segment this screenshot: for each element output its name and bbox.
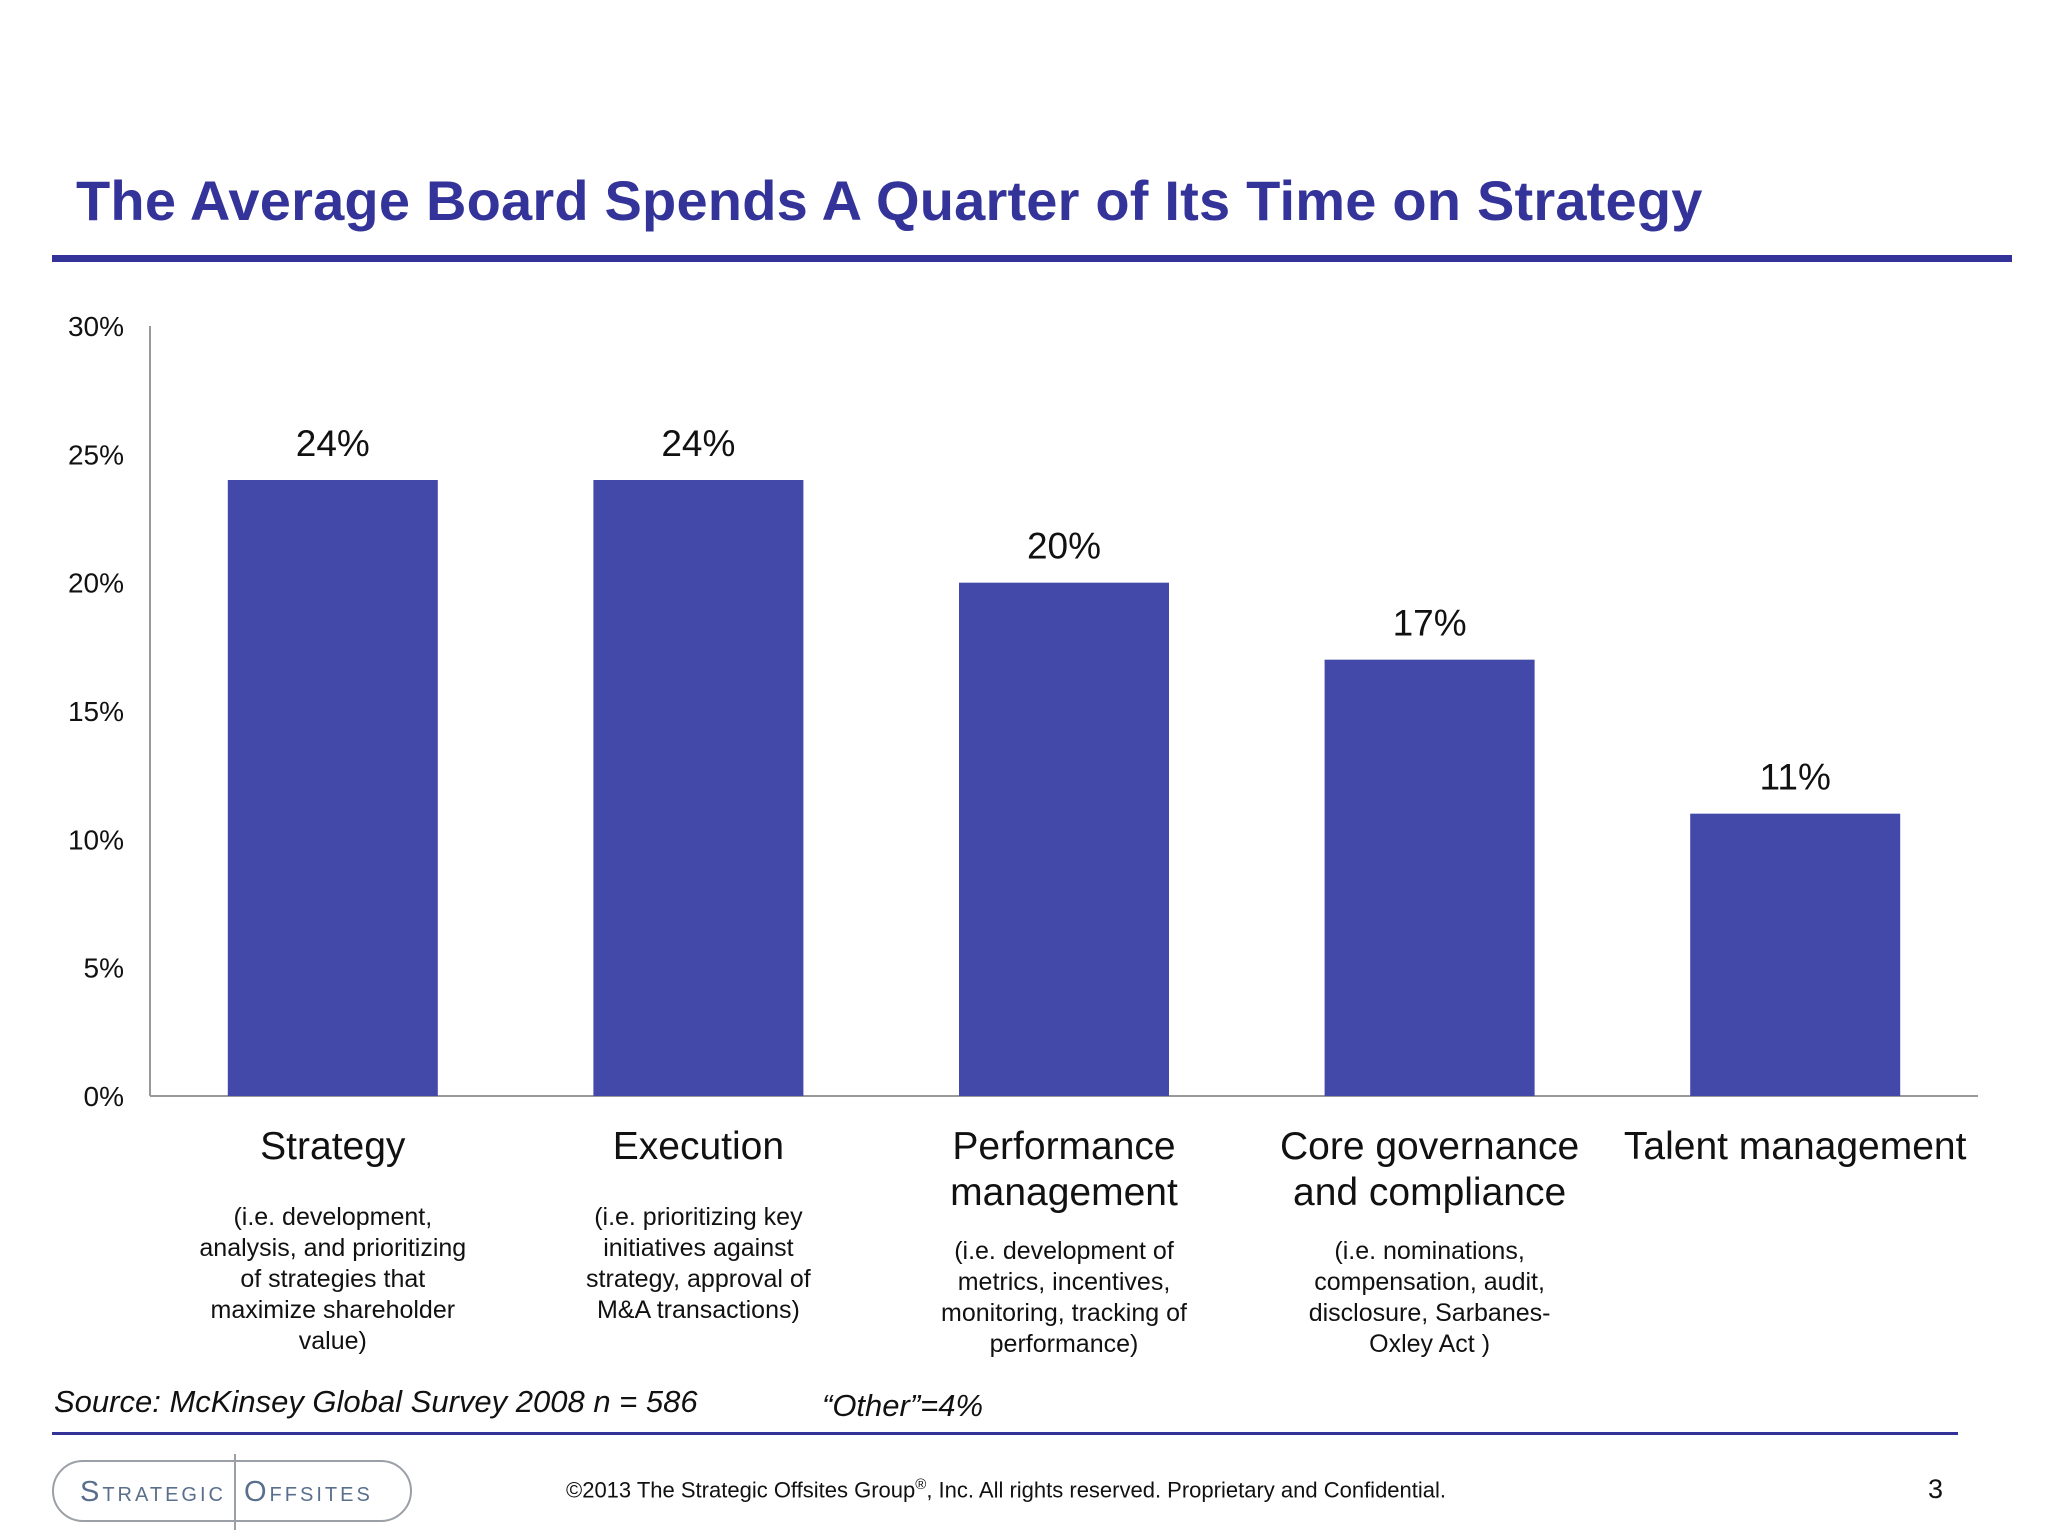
x-category-label-line: Talent management [1623, 1125, 1967, 1168]
other-note: “Other”=4% [822, 1388, 984, 1423]
category-description: (i.e. development, analysis, and prioriti… [153, 1202, 513, 1357]
category-description-line: Oxley Act ) [1369, 1330, 1491, 1358]
copyright-notice: ©2013 The Strategic Offsites Group®, Inc… [566, 1476, 1446, 1503]
category-description-line: of strategies that [240, 1265, 426, 1293]
copyright-text: ©2013 The Strategic Offsites Group [566, 1477, 916, 1503]
registered-mark: ® [915, 1476, 927, 1493]
category-description-line: (i.e. development, [233, 1203, 433, 1231]
title-divider [52, 255, 2012, 262]
bar [1690, 813, 1901, 1096]
x-category-label: Strategy [153, 1124, 513, 1170]
category-description-line: compensation, audit, [1314, 1268, 1545, 1296]
y-tick-label: 0% [84, 1081, 124, 1112]
y-tick-label: 15% [68, 696, 124, 727]
y-tick-label: 25% [68, 439, 124, 470]
y-tick-label: 5% [84, 953, 124, 984]
category-description-line: M&A transactions) [596, 1296, 800, 1324]
category-description-line: maximize shareholder [210, 1296, 456, 1324]
category-description-line: initiatives against [603, 1234, 794, 1262]
y-tick-label: 30% [68, 311, 124, 342]
logo-text-left: Strategic [80, 1476, 226, 1508]
strategic-offsites-logo: Strategic Offsites [52, 1454, 412, 1530]
category-description-line: (i.e. prioritizing key [594, 1203, 803, 1231]
category-description-line: (i.e. development of [954, 1237, 1174, 1265]
category-description-line: performance) [989, 1330, 1139, 1358]
page-number: 3 [1928, 1474, 1944, 1504]
x-category-label: Talent management [1615, 1124, 1975, 1170]
category-description-line: metrics, incentives, [957, 1268, 1171, 1296]
category-description: (i.e. prioritizing key initiatives agains… [518, 1202, 878, 1326]
y-tick-label: 10% [68, 824, 124, 855]
category-description: (i.e. development of metrics, incentives,… [884, 1236, 1244, 1360]
y-tick-label: 20% [68, 568, 124, 599]
bar [227, 480, 438, 1096]
source-note: Source: McKinsey Global Survey 2008 n = … [54, 1384, 698, 1419]
copyright-rights: , Inc. All rights reserved. Proprietary … [926, 1477, 1447, 1503]
data-label: 24% [296, 423, 370, 464]
x-category-label-line: management [950, 1171, 1178, 1214]
x-category-label: Execution [518, 1124, 878, 1170]
page-title: The Average Board Spends A Quarter of It… [76, 169, 1703, 232]
category-description-line: disclosure, Sarbanes- [1308, 1299, 1551, 1327]
data-label: 20% [1027, 526, 1101, 567]
logo-text-right: Offsites [244, 1476, 373, 1508]
x-category-label: Core governance and compliance [1250, 1124, 1610, 1216]
category-description-line: strategy, approval of [586, 1265, 811, 1293]
x-category-label-line: Execution [612, 1125, 785, 1168]
category-description-line: monitoring, tracking of [941, 1299, 1187, 1327]
data-label: 24% [661, 423, 735, 464]
category-description-line: value) [298, 1327, 367, 1355]
bar [593, 480, 804, 1096]
category-description: (i.e. nominations, compensation, audit, di… [1250, 1236, 1610, 1360]
x-category-label-line: Strategy [260, 1125, 406, 1168]
bar [1324, 659, 1535, 1096]
x-category-label-line: Core governance [1280, 1125, 1580, 1168]
x-category-label-line: Performance [952, 1125, 1176, 1168]
logo-divider [234, 1454, 236, 1530]
category-description-line: (i.e. nominations, [1334, 1237, 1525, 1265]
x-category-label-line: and compliance [1293, 1171, 1567, 1214]
category-description-line: analysis, and prioritizing [199, 1234, 467, 1262]
footer-divider [52, 1432, 1958, 1435]
bar [959, 582, 1169, 1096]
x-category-label: Performance management [884, 1124, 1244, 1216]
data-label: 11% [1760, 757, 1831, 798]
data-label: 17% [1393, 603, 1467, 644]
